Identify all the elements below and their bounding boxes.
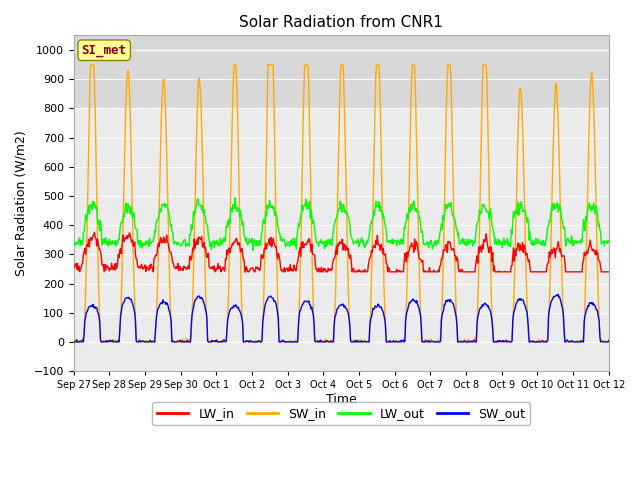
SW_in [87,61,95,67]
SW_out [605,338,612,344]
LW_out [424,239,431,245]
SW_out [134,339,142,345]
LW_in [190,236,198,242]
SW_in [424,337,431,343]
LW_out [79,229,87,235]
SW_out [70,339,77,345]
LW_out [231,195,239,201]
SW_out [422,338,429,344]
SW_in [70,337,77,343]
LW_in [91,229,99,235]
LW_in [70,265,77,271]
SW_in [190,238,198,244]
Line: SW_in: SW_in [74,64,609,342]
LW_out [249,248,257,253]
LW_out [70,242,77,248]
Legend: LW_in, SW_in, LW_out, SW_out: LW_in, SW_in, LW_out, SW_out [152,402,531,425]
SW_in [408,77,415,83]
Bar [74,36,609,108]
Bar [74,108,609,371]
SW_out [406,300,414,306]
SW_in [136,337,144,343]
LW_out [134,241,142,247]
SW_out [217,339,225,345]
SW_in [73,339,81,345]
LW_out [217,238,225,243]
LW_in [424,269,431,275]
SW_in [219,337,227,343]
LW_out [605,240,612,245]
LW_out [408,206,415,212]
SW_out [554,292,562,298]
LW_in [605,269,612,275]
SW_in [80,329,88,335]
SW_out [189,308,196,313]
X-axis label: Time: Time [326,393,356,406]
LW_in [136,264,144,270]
LW_in [408,240,415,246]
Title: Solar Radiation from CNR1: Solar Radiation from CNR1 [239,15,443,30]
Line: LW_out: LW_out [74,198,609,251]
SW_out [79,339,87,345]
Line: LW_in: LW_in [74,232,609,272]
LW_in [219,266,227,272]
Y-axis label: Solar Radiation (W/m2): Solar Radiation (W/m2) [15,131,28,276]
SW_in [605,336,612,342]
LW_in [79,252,87,257]
LW_in [100,269,108,275]
Text: SI_met: SI_met [82,44,127,57]
Line: SW_out: SW_out [74,295,609,342]
LW_out [189,220,196,226]
